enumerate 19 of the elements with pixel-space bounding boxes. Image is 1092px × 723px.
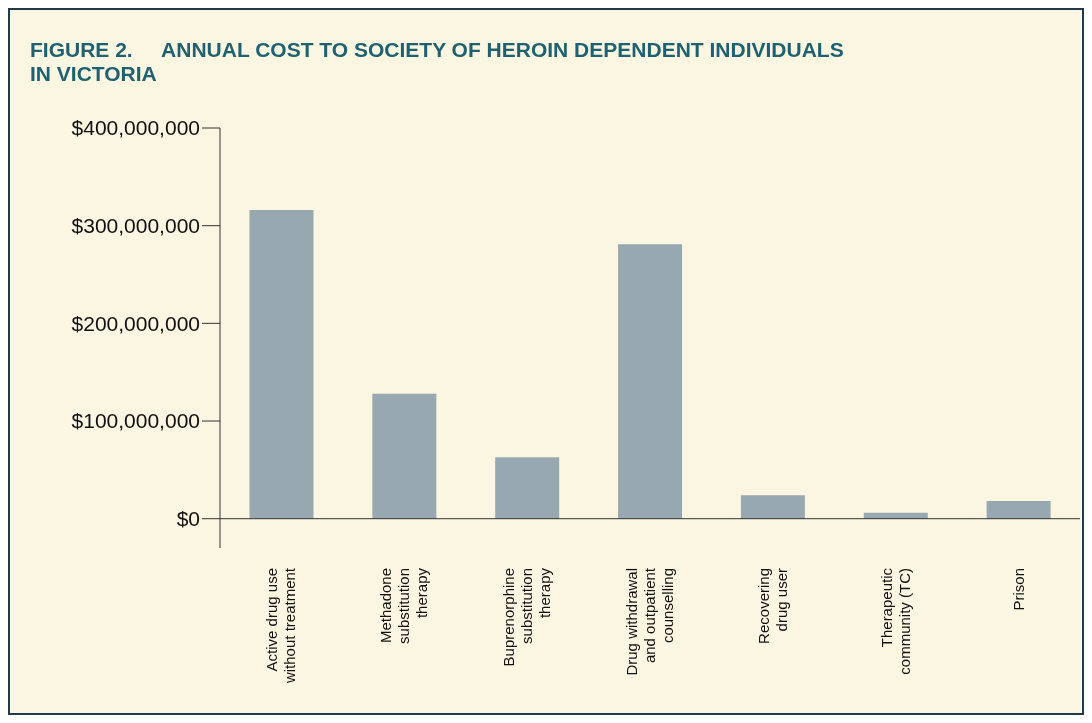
- x-tick-label: Recovering drug user: [754, 568, 790, 644]
- chart-title: FIGURE 2. ANNUAL COST TO SOCIETY OF HEROIN DEPENDENT INDIVIDUALS IN VICTORIA: [30, 38, 845, 86]
- bar: [372, 393, 437, 519]
- y-tick-label: $300,000,000: [71, 214, 200, 238]
- bar: [986, 501, 1051, 519]
- x-tick-label: Prison: [1009, 568, 1027, 611]
- bar: [495, 457, 560, 519]
- bar: [618, 244, 683, 519]
- y-tick-label: $200,000,000: [71, 311, 200, 335]
- y-tick-label: $400,000,000: [71, 116, 200, 140]
- x-tick-label: Buprenorphine substitution therapy: [500, 567, 554, 667]
- y-tick-label: $100,000,000: [71, 409, 200, 433]
- bar: [249, 210, 314, 519]
- bar: [740, 495, 805, 519]
- x-tick-label: Therapeutic community (TC): [877, 567, 913, 675]
- x-tick-label: Methadone substitution therapy: [377, 567, 431, 644]
- x-tick-label: Drug withdrawal and outpatient counselling: [623, 567, 676, 676]
- y-tick-label: $0: [176, 507, 200, 531]
- x-tick-label: Active drug use without treatment: [263, 567, 299, 685]
